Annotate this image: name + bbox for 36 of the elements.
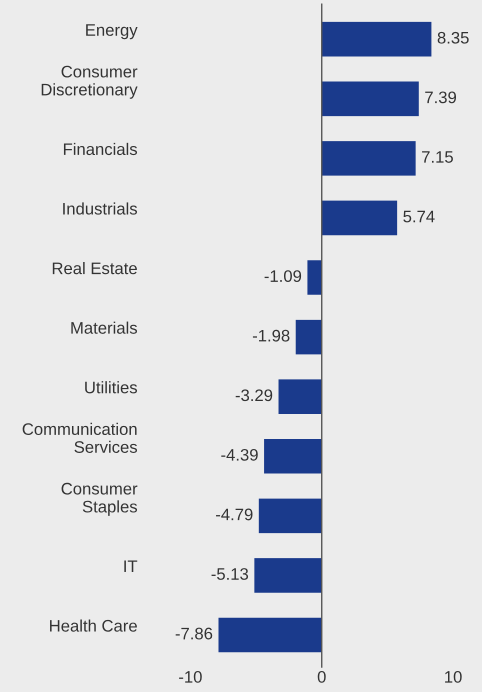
data-label: -7.86 [176,628,212,640]
bar [296,320,322,354]
y-tick-label: Health Care [50,619,137,632]
data-label: -4.79 [216,508,252,520]
bar [264,438,322,474]
y-tick-label: Energy [86,24,138,40]
data-label: -4.39 [221,448,258,461]
y-tick-label: Consumer Discretionary [42,66,138,99]
y-tick-label: Materials [71,322,138,334]
bar [307,260,322,295]
y-tick-label: Financials [64,142,138,156]
bar [254,558,322,593]
bar [322,141,416,176]
y-tick-label: Utilities [85,381,138,394]
data-label: 7.15 [422,151,453,163]
y-tick-label: Industrials [63,202,138,215]
x-tick-label: 0 [318,671,326,683]
data-label: -3.29 [236,389,272,402]
bar [322,82,419,116]
y-tick-label: Communication Services [22,422,138,453]
bar [278,379,322,414]
data-label: 7.39 [425,91,456,104]
y-tick-label: IT [124,560,138,572]
data-label: -1.98 [252,330,290,342]
bar [218,618,322,652]
x-tick-label: -10 [179,671,202,683]
data-label: 5.74 [403,210,435,222]
y-tick-label: Real Estate [52,262,137,274]
bar [258,498,322,534]
data-label: 8.35 [438,32,469,44]
y-tick-label: Consumer Staples [62,482,138,516]
data-label: -5.13 [212,568,248,580]
data-label: -1.09 [264,270,302,282]
bar [322,200,398,236]
bar [322,22,432,56]
x-tick-label: 10 [445,671,462,683]
